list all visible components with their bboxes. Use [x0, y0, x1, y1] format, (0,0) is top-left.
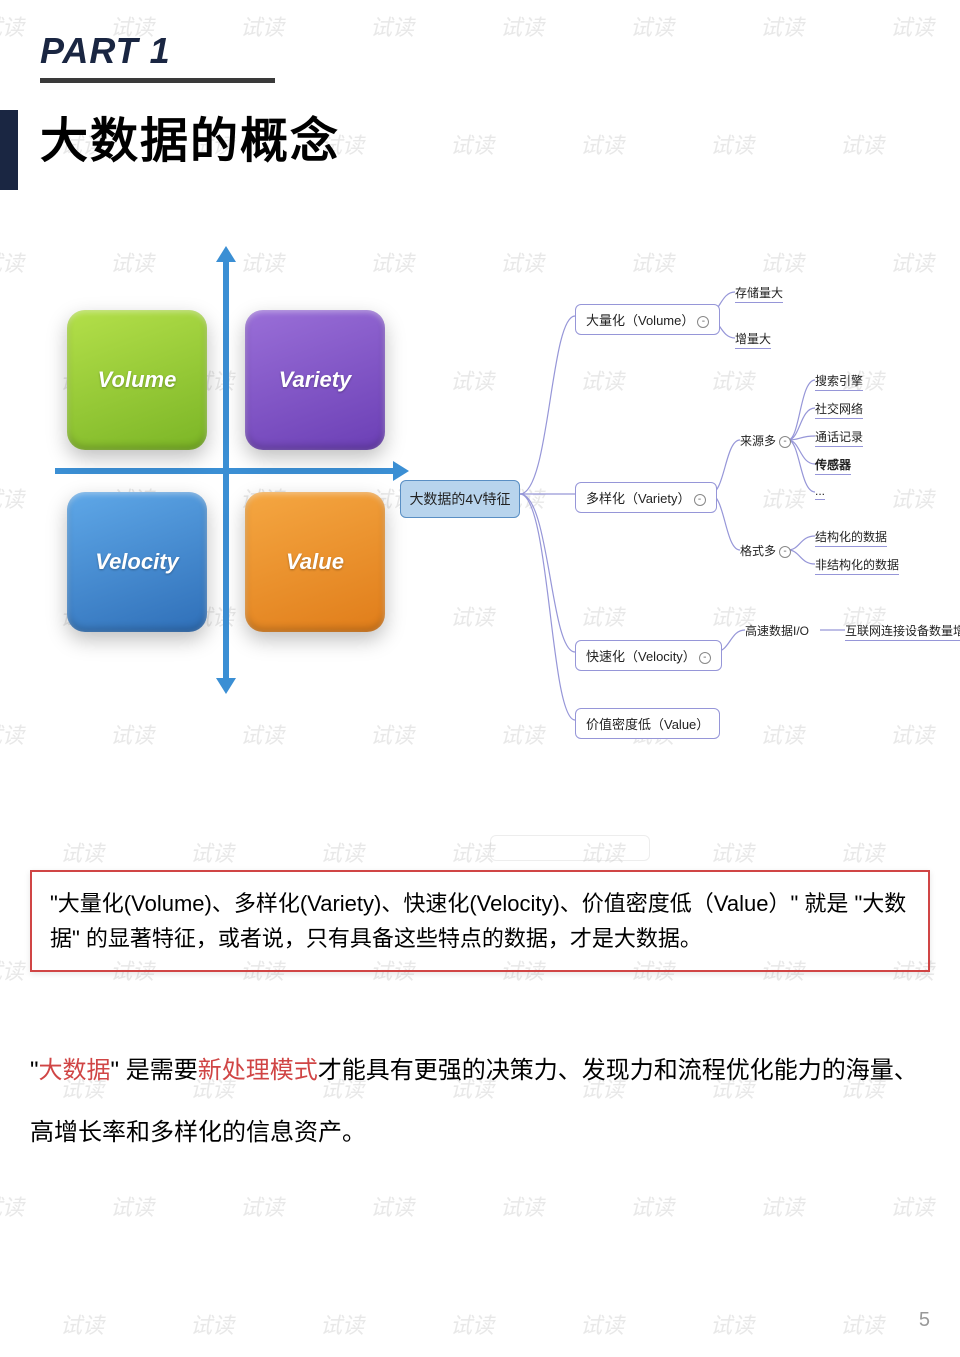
page-number: 5: [919, 1309, 930, 1332]
mindmap-leaf: 互联网连接设备数量增长: [845, 622, 960, 641]
mindmap-leaf: 非结构化的数据: [815, 556, 899, 575]
axis-horizontal: [55, 468, 395, 474]
mindmap-leaf: 社交网络: [815, 400, 863, 419]
mindmap-sub: 来源多-: [740, 432, 791, 449]
mindmap-node-variety: 多样化（Variety）-: [575, 482, 717, 513]
collapse-icon: -: [779, 546, 791, 558]
mindmap-leaf: 增量大: [735, 330, 771, 349]
definition-text: "大数据" 是需要新处理模式才能具有更强的决策力、发现力和流程优化能力的海量、高…: [30, 1040, 930, 1165]
mindmap-root: 大数据的4V特征: [400, 480, 520, 518]
quadrant-volume: Volume: [67, 310, 207, 450]
mindmap-node-velocity: 快速化（Velocity）-: [575, 640, 722, 671]
quadrant-value: Value: [245, 492, 385, 632]
collapse-icon: -: [694, 494, 706, 506]
quadrant-variety: Variety: [245, 310, 385, 450]
mindmap-leaf: 通话记录: [815, 428, 863, 447]
mindmap: 大数据的4V特征 大量化（Volume）- 存储量大 增量大 多样化（Varie…: [400, 260, 945, 770]
mindmap-leaf: ...: [815, 484, 825, 500]
ghost-node: [490, 835, 650, 861]
mindmap-leaf: 结构化的数据: [815, 528, 887, 547]
mindmap-leaf: 传感器: [815, 456, 851, 475]
accent-bar: [0, 110, 18, 190]
collapse-icon: -: [697, 316, 709, 328]
header: PART 1 大数据的概念: [40, 30, 340, 171]
collapse-icon: -: [699, 652, 711, 664]
collapse-icon: -: [779, 436, 791, 448]
arrow-down-icon: [216, 678, 236, 694]
mindmap-leaf: 存储量大: [735, 284, 783, 303]
main-title: 大数据的概念: [40, 101, 340, 171]
quadrant-velocity: Velocity: [67, 492, 207, 632]
mindmap-sub: 格式多-: [740, 542, 791, 559]
arrow-up-icon: [216, 246, 236, 262]
quadrant-diagram: Volume Variety Velocity Value: [55, 260, 395, 680]
mindmap-sub: 高速数据I/O: [745, 622, 809, 639]
mindmap-node-value: 价值密度低（Value）: [575, 708, 720, 739]
part-underline: [40, 78, 275, 83]
part-label: PART 1: [40, 30, 340, 72]
mindmap-leaf: 搜索引擎: [815, 372, 863, 391]
summary-box: "大量化(Volume)、多样化(Variety)、快速化(Velocity)、…: [30, 870, 930, 972]
mindmap-node-volume: 大量化（Volume）-: [575, 304, 720, 335]
